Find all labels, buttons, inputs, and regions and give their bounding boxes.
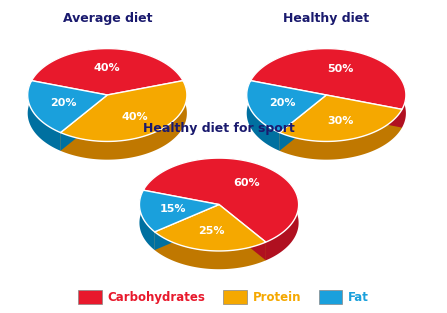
Polygon shape <box>28 81 60 151</box>
Polygon shape <box>251 81 326 113</box>
Polygon shape <box>251 49 406 109</box>
Title: Healthy diet for sport: Healthy diet for sport <box>143 122 295 135</box>
Title: Average diet: Average diet <box>63 12 152 25</box>
Legend: Carbohydrates, Protein, Fat: Carbohydrates, Protein, Fat <box>73 286 374 309</box>
Polygon shape <box>32 49 183 95</box>
Polygon shape <box>279 109 402 160</box>
Text: 15%: 15% <box>160 204 187 214</box>
Polygon shape <box>251 49 406 128</box>
Polygon shape <box>155 205 266 251</box>
Text: 50%: 50% <box>327 64 354 74</box>
Polygon shape <box>139 190 219 232</box>
Polygon shape <box>219 205 266 260</box>
Text: 40%: 40% <box>94 63 121 73</box>
Polygon shape <box>279 95 326 151</box>
Polygon shape <box>32 49 183 99</box>
Polygon shape <box>143 158 299 260</box>
Polygon shape <box>28 81 107 133</box>
Polygon shape <box>60 95 107 151</box>
Text: 20%: 20% <box>50 98 76 108</box>
Polygon shape <box>60 81 187 141</box>
Text: 30%: 30% <box>327 115 354 126</box>
Polygon shape <box>60 95 107 151</box>
Polygon shape <box>155 205 219 250</box>
Title: Healthy diet: Healthy diet <box>283 12 369 25</box>
Polygon shape <box>219 205 266 260</box>
Polygon shape <box>247 81 326 133</box>
Polygon shape <box>32 81 107 113</box>
Polygon shape <box>107 81 183 113</box>
Polygon shape <box>155 232 266 269</box>
Polygon shape <box>326 95 402 128</box>
Polygon shape <box>326 95 402 128</box>
Polygon shape <box>143 158 299 242</box>
Polygon shape <box>107 81 183 113</box>
Polygon shape <box>247 81 279 151</box>
Polygon shape <box>279 95 402 141</box>
Text: 40%: 40% <box>121 112 148 122</box>
Text: 20%: 20% <box>269 98 295 108</box>
Polygon shape <box>143 190 219 223</box>
Polygon shape <box>279 95 326 151</box>
Polygon shape <box>60 81 187 160</box>
Polygon shape <box>139 190 155 250</box>
Text: 25%: 25% <box>198 226 225 236</box>
Polygon shape <box>32 81 107 113</box>
Polygon shape <box>143 190 219 223</box>
Polygon shape <box>155 205 219 250</box>
Text: 60%: 60% <box>233 178 259 188</box>
Polygon shape <box>251 81 326 113</box>
